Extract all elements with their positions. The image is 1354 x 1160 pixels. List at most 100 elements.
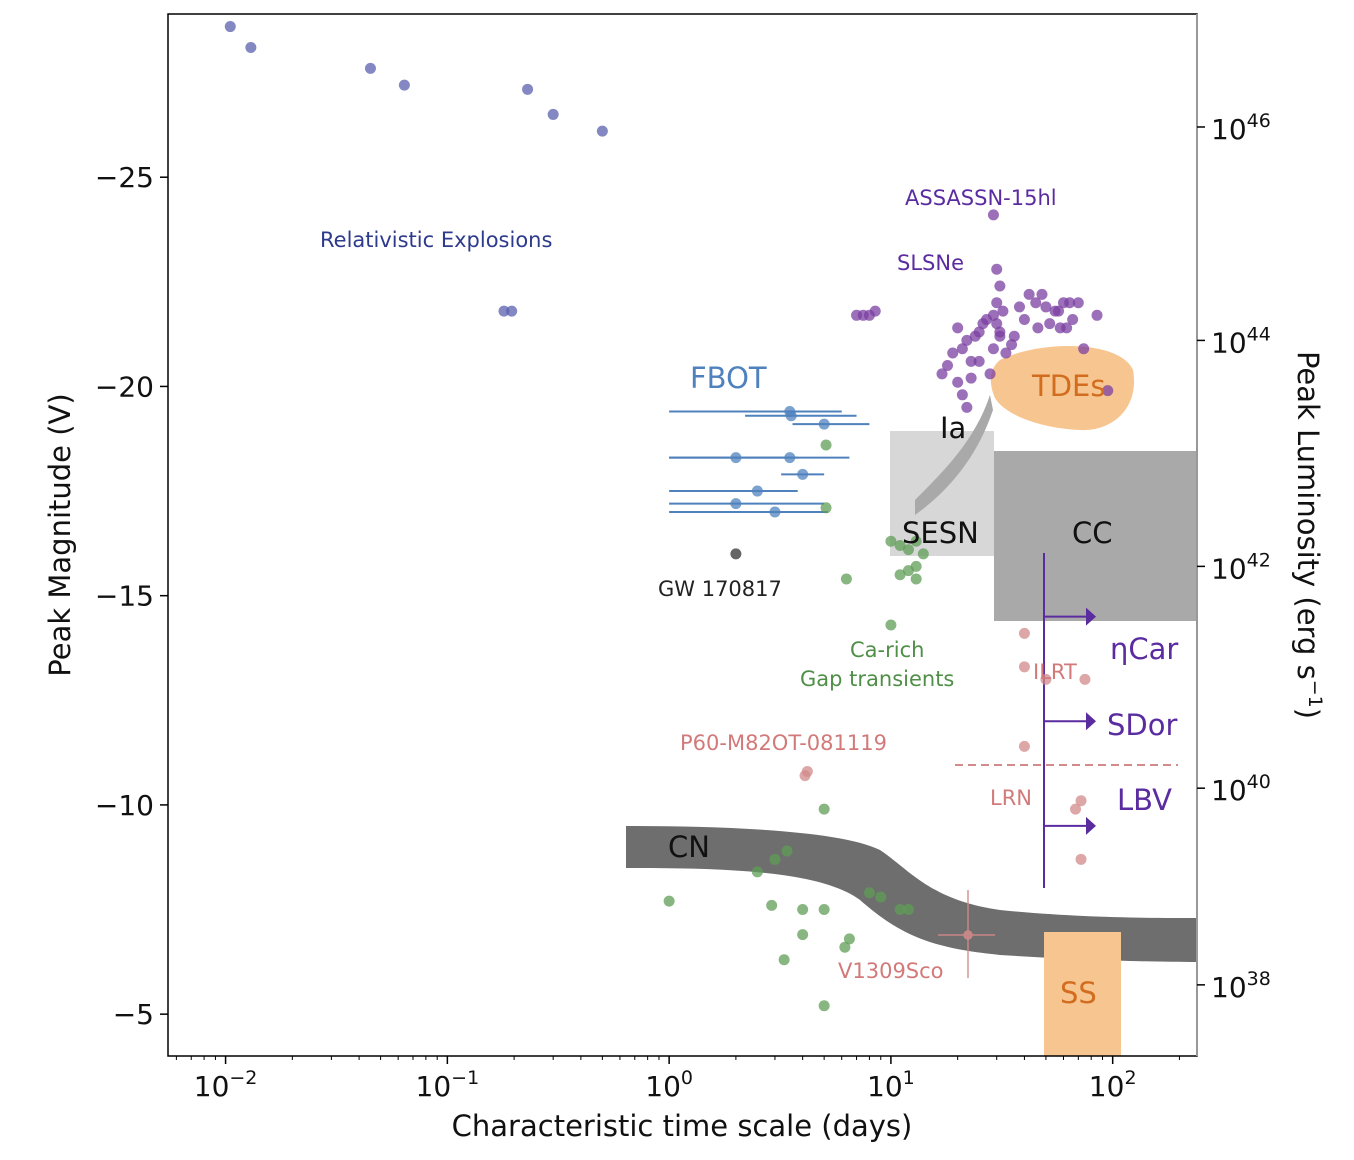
- gw-label: GW 170817: [658, 577, 782, 601]
- gap-transients-point: [910, 573, 922, 585]
- slsne-point: [965, 372, 977, 384]
- fbot-point: [818, 418, 830, 430]
- gap-transients-point: [910, 560, 922, 572]
- slsne-point: [1078, 343, 1090, 355]
- sesn-region: [890, 431, 994, 556]
- ss-region: [1044, 932, 1121, 1056]
- region-label-cn: CN: [668, 830, 710, 864]
- ilrt-lrn-point: [1079, 673, 1091, 685]
- relativistic-explosions-point: [596, 125, 608, 137]
- gw-170817-point: [730, 548, 742, 560]
- relativistic-label: Relativistic Explosions: [320, 228, 552, 252]
- ca-rich-label: Ca-rich: [850, 638, 924, 662]
- ilrt-lrn-point: [1018, 627, 1030, 639]
- lrn-label: LRN: [990, 786, 1032, 810]
- gap-transients-point: [875, 891, 887, 903]
- gap-transients-point: [910, 535, 922, 547]
- relativistic-explosions-point: [506, 305, 518, 317]
- fbot-point: [785, 410, 797, 422]
- ilrt-label: ILRT: [1033, 660, 1077, 684]
- gap-transients-point: [885, 619, 897, 631]
- gap-transients-point: [902, 544, 914, 556]
- gap-transients-point: [766, 899, 778, 911]
- slsne-point: [987, 209, 999, 221]
- gap-transients-point: [863, 887, 875, 899]
- slsne-point: [1032, 322, 1044, 334]
- slsne-point: [1091, 309, 1103, 321]
- gap-transients-point: [894, 539, 906, 551]
- lbv-arrow-head: [1086, 816, 1096, 835]
- fbot-point: [797, 468, 809, 480]
- slsne-point: [1030, 297, 1042, 309]
- gap-transients-point: [797, 929, 809, 941]
- gap-transients-point: [751, 866, 763, 878]
- gap-transients-point: [840, 573, 852, 585]
- slsne-point: [947, 347, 959, 359]
- fbot-point: [784, 452, 796, 464]
- y-tick-label: −25: [95, 161, 154, 194]
- region-layer: [626, 346, 1197, 1056]
- region-label-tdes: TDEs: [1031, 369, 1105, 403]
- slsne-point: [965, 355, 977, 367]
- gap-transients-point: [885, 535, 897, 547]
- gap-transients-point: [778, 954, 790, 966]
- y2-axis: 1046 1044 1042 1040 1038: [1197, 110, 1271, 1004]
- slsne-point: [1067, 313, 1079, 325]
- cc-region: [994, 451, 1197, 621]
- slsne-point: [991, 297, 1003, 309]
- gap-transients-point: [781, 845, 793, 857]
- y-tick-label: −10: [95, 789, 154, 822]
- slsne-point: [1053, 305, 1065, 317]
- relativistic-explosions-point: [547, 108, 559, 120]
- slsne-point: [952, 376, 964, 388]
- p60-label: P60-M82OT-081119: [680, 731, 887, 755]
- cn-region: [626, 826, 1197, 962]
- slsne-point: [961, 334, 973, 346]
- gap-transients-point: [818, 803, 830, 815]
- ilrt-lrn-point: [1018, 740, 1030, 752]
- x-tick-label: 100: [645, 1067, 693, 1103]
- ilrt-lrn-point: [1075, 795, 1087, 807]
- slsne-point: [1064, 297, 1076, 309]
- gap-transients-point: [818, 1000, 830, 1012]
- y2-tick-label: 1046: [1211, 110, 1271, 146]
- tde-region: [990, 346, 1135, 431]
- region-label-ia: Ia: [940, 411, 966, 445]
- ilrt-lrn-point: [1075, 853, 1087, 865]
- v1309-errorbar: [938, 890, 995, 978]
- slsne-point: [1013, 301, 1025, 313]
- slsne-point: [1008, 330, 1020, 342]
- fbot-point: [769, 506, 781, 518]
- slsne-point: [997, 305, 1009, 317]
- relativistic-explosions-point: [398, 79, 410, 91]
- slsne-point: [1018, 313, 1030, 325]
- x-tick-label: 10−2: [194, 1067, 258, 1103]
- gap-transients-point: [820, 439, 832, 451]
- y2-axis-label: Peak Luminosity (erg s−1): [1291, 351, 1326, 719]
- slsne-point: [1044, 318, 1056, 330]
- slsne-point: [973, 326, 985, 338]
- fbot-label: FBOT: [690, 361, 767, 395]
- gap-transients-point: [769, 853, 781, 865]
- region-label-cc: CC: [1072, 516, 1113, 550]
- slsne-point: [1036, 288, 1048, 300]
- ilrt-lrn-point: [1040, 673, 1052, 685]
- relativistic-explosions-point: [364, 62, 376, 74]
- slsne-point: [956, 343, 968, 355]
- gap-transients-point: [894, 904, 906, 916]
- lbv-label-etacar: ηCar: [1110, 632, 1178, 666]
- lbv-label-lbv: LBV: [1117, 783, 1172, 817]
- gap-transients-point: [663, 895, 675, 907]
- slsne-point: [973, 355, 985, 367]
- y2-tick-label: 1040: [1211, 771, 1271, 807]
- relativistic-explosions-point: [224, 21, 236, 33]
- slsne-point: [936, 368, 948, 380]
- slsne-point: [987, 343, 999, 355]
- assassn-label: ASSASSN-15hl: [905, 186, 1057, 210]
- x-axis: 10−2 10−1 100 101 102: [175, 1056, 1180, 1103]
- lbv-arrows: [1044, 607, 1096, 835]
- y-tick-label: −20: [95, 370, 154, 403]
- y2-tick-label: 1042: [1211, 549, 1271, 585]
- slsne-point: [956, 389, 968, 401]
